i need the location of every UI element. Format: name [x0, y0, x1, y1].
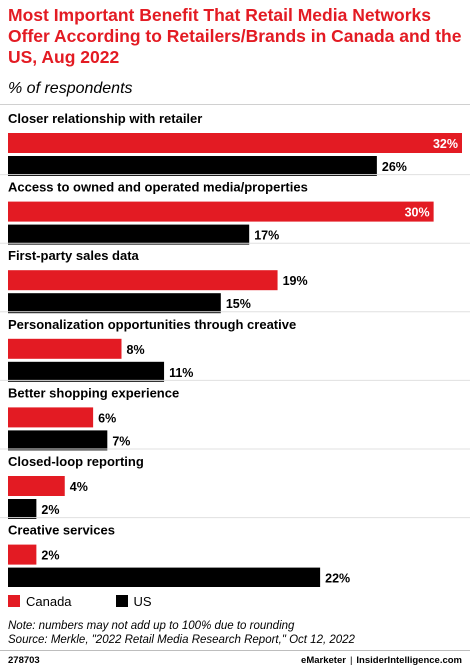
bar-canada [8, 338, 122, 359]
category-label: Closed-loop reporting [8, 454, 144, 469]
bar-canada [8, 476, 65, 496]
legend-label-us: US [133, 593, 152, 609]
bar-us [8, 361, 165, 382]
data-label-canada: 2% [41, 549, 59, 563]
data-label-canada: 8% [127, 343, 145, 357]
category-label: First-party sales data [8, 248, 140, 263]
chart-title: Most Important Benefit That Retail Media… [8, 5, 462, 67]
data-label-us: 17% [254, 229, 279, 243]
data-label-canada: 6% [98, 411, 116, 425]
data-label-canada: 32% [433, 137, 458, 151]
bar-us [8, 499, 37, 519]
data-label-us: 11% [169, 366, 193, 380]
legend-swatch-canada [8, 595, 20, 607]
bar-us [8, 293, 221, 314]
category-label: Closer relationship with retailer [8, 111, 202, 126]
data-label-us: 2% [41, 503, 59, 517]
bar-chart: Closer relationship with retailer 32% 26% A… [0, 111, 470, 587]
footer-brand: eMarketer | InsiderIntelligence.com [301, 655, 462, 666]
bar-us [8, 224, 250, 245]
bar-us [8, 567, 321, 587]
category-label: Access to owned and operated media/prope… [8, 180, 308, 195]
data-label-us: 26% [382, 160, 407, 174]
legend: Canada US [8, 593, 196, 609]
category-label: Creative services [8, 523, 115, 538]
data-label-us: 7% [112, 434, 130, 448]
bar-canada [8, 133, 462, 153]
bar-canada [8, 544, 37, 565]
legend-item-us: US [115, 593, 152, 609]
legend-item-canada: Canada [8, 594, 72, 609]
category-label: Better shopping experience [8, 385, 179, 400]
chart-source: Source: Merkle, "2022 Retail Media Resea… [8, 634, 355, 646]
category-label: Personalization opportunities through cr… [8, 317, 296, 332]
data-label-canada: 19% [283, 274, 308, 288]
bar-us [8, 156, 377, 176]
bar-canada [8, 270, 278, 291]
bar-canada [8, 407, 94, 428]
chart-id: 278703 [8, 655, 40, 666]
data-label-canada: 4% [70, 480, 88, 494]
legend-label-canada: Canada [26, 593, 72, 609]
top-divider [0, 104, 470, 105]
brand-emarketer[interactable]: eMarketer [301, 655, 346, 666]
brand-insiderintelligence[interactable]: InsiderIntelligence.com [356, 655, 462, 666]
brand-separator: | [349, 655, 353, 666]
legend-swatch-us [115, 595, 128, 607]
chart-subtitle: % of respondents [8, 80, 133, 97]
chart-note: Note: numbers may not add up to 100% due… [8, 620, 295, 632]
data-label-canada: 30% [405, 206, 430, 220]
data-label-us: 15% [226, 297, 251, 311]
bar-canada [8, 201, 434, 222]
bar-us [8, 430, 108, 451]
data-label-us: 22% [325, 572, 350, 586]
bottom-divider [0, 650, 470, 651]
